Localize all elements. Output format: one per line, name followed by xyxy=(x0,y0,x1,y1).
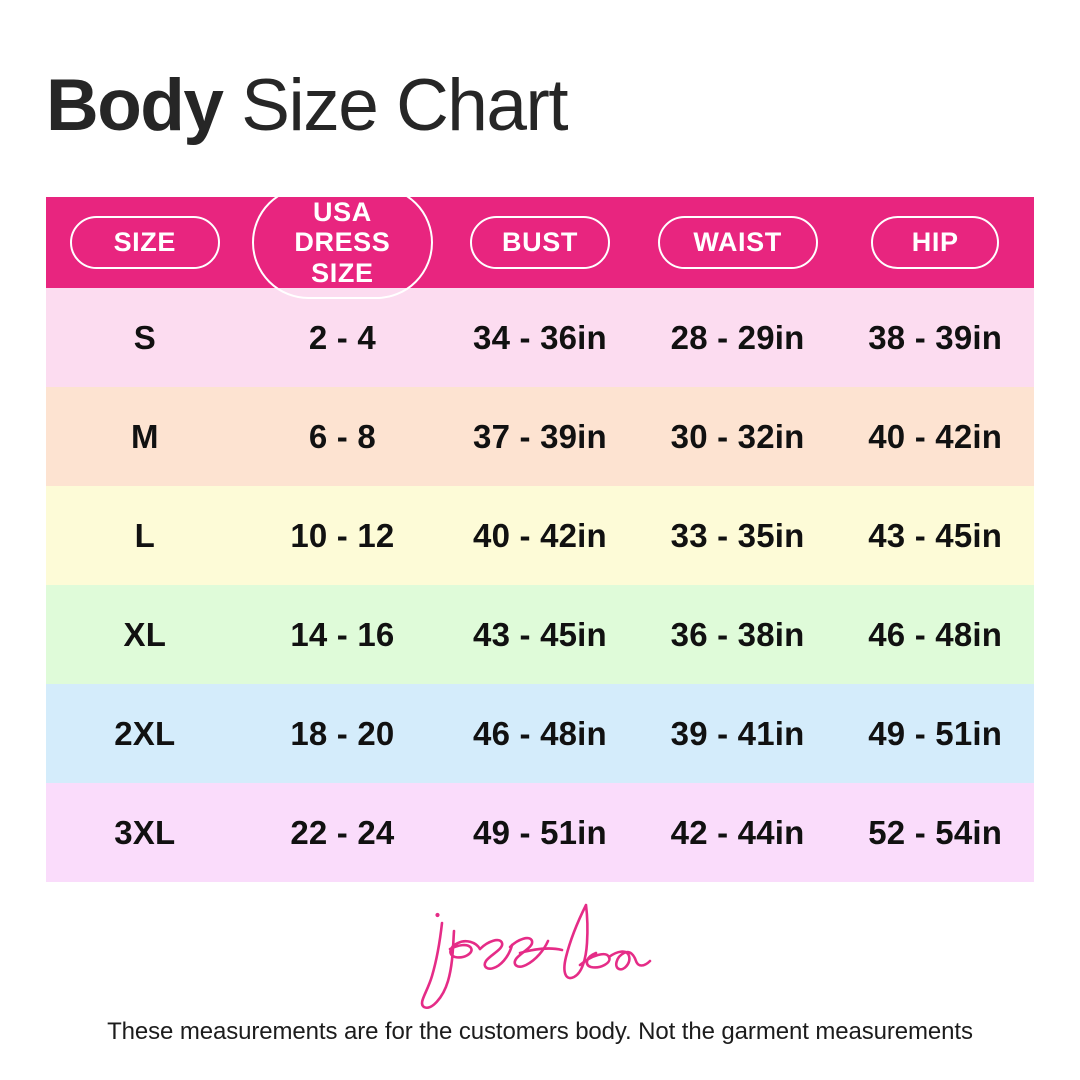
table-header-row: SIZE USA DRESS SIZE BUST WAIST HIP xyxy=(46,186,1034,299)
page-title-regular: Size Chart xyxy=(222,65,568,146)
cell-hip: 38 - 39in xyxy=(868,318,1003,356)
table-row: 3XL 22 - 24 49 - 51in 42 - 44in 52 - 54in xyxy=(46,783,1034,882)
cell-hip: 52 - 54in xyxy=(868,813,1003,851)
cell-bust: 43 - 45in xyxy=(473,615,607,653)
table-row: XL 14 - 16 43 - 45in 36 - 38in 46 - 48in xyxy=(46,585,1034,684)
cell-size: XL xyxy=(123,615,167,653)
cell-usa_dress_size: 14 - 16 xyxy=(290,615,395,653)
cell-bust: 46 - 48in xyxy=(473,714,607,752)
logo-letter-l xyxy=(563,903,589,980)
header-pill-usa-dress-size: USA DRESS SIZE xyxy=(251,186,434,299)
page-title: Body Size Chart xyxy=(46,62,569,150)
cell-hip: 40 - 42in xyxy=(868,417,1003,455)
table-row: L 10 - 12 40 - 42in 33 - 35in 43 - 45in xyxy=(46,486,1034,585)
column-header-bust: BUST xyxy=(441,197,639,288)
logo-letter-s2 xyxy=(508,936,550,968)
logo-letter-s1 xyxy=(478,938,514,970)
cell-size: 2XL xyxy=(114,714,176,752)
logo-swash xyxy=(518,947,564,955)
cell-hip: 49 - 51in xyxy=(868,714,1003,752)
page-title-bold: Body xyxy=(46,65,224,146)
header-pill-bust: BUST xyxy=(469,216,610,269)
size-chart-table: SIZE USA DRESS SIZE BUST WAIST HIP S 2 - … xyxy=(46,186,1034,882)
header-pill-waist: WAIST xyxy=(657,216,818,269)
column-header-hip: HIP xyxy=(836,197,1034,288)
cell-waist: 30 - 32in xyxy=(670,417,805,455)
cell-usa_dress_size: 10 - 12 xyxy=(290,516,395,554)
logo-letter-e2 xyxy=(578,951,611,969)
cell-usa_dress_size: 22 - 24 xyxy=(290,813,395,851)
cell-size: M xyxy=(130,417,159,455)
logo-letter-a xyxy=(607,950,652,971)
cell-waist: 36 - 38in xyxy=(670,615,805,653)
footer-note: These measurements are for the customers… xyxy=(107,1018,973,1045)
brand-logo xyxy=(410,893,670,1013)
cell-size: 3XL xyxy=(114,813,176,851)
table-body: S 2 - 4 34 - 36in 28 - 29in 38 - 39in M 6 - 8 3… xyxy=(46,288,1034,882)
logo-j-dot xyxy=(435,912,440,918)
cell-size: L xyxy=(134,516,155,554)
column-header-size: SIZE xyxy=(46,197,244,288)
table-row: M 6 - 8 37 - 39in 30 - 32in 40 - 42in xyxy=(46,387,1034,486)
header-pill-size: SIZE xyxy=(69,216,220,269)
cell-usa_dress_size: 6 - 8 xyxy=(308,417,376,455)
header-pill-hip: HIP xyxy=(871,216,1000,269)
cell-waist: 42 - 44in xyxy=(670,813,805,851)
cell-bust: 37 - 39in xyxy=(473,417,607,455)
column-header-usa-dress-size: USA DRESS SIZE xyxy=(244,186,442,299)
cell-size: S xyxy=(133,318,156,356)
logo-letter-j xyxy=(420,921,456,1009)
column-header-waist: WAIST xyxy=(639,197,837,288)
cell-bust: 34 - 36in xyxy=(473,318,607,356)
cell-waist: 39 - 41in xyxy=(670,714,805,752)
cell-bust: 40 - 42in xyxy=(473,516,607,554)
table-row: 2XL 18 - 20 46 - 48in 39 - 41in 49 - 51in xyxy=(46,684,1034,783)
cell-usa_dress_size: 2 - 4 xyxy=(308,318,376,356)
cell-waist: 33 - 35in xyxy=(670,516,805,554)
cell-hip: 46 - 48in xyxy=(868,615,1003,653)
cell-waist: 28 - 29in xyxy=(670,318,805,356)
cell-hip: 43 - 45in xyxy=(868,516,1003,554)
cell-usa_dress_size: 18 - 20 xyxy=(290,714,395,752)
cell-bust: 49 - 51in xyxy=(473,813,607,851)
table-row: S 2 - 4 34 - 36in 28 - 29in 38 - 39in xyxy=(46,288,1034,387)
logo-letter-e xyxy=(448,939,482,959)
